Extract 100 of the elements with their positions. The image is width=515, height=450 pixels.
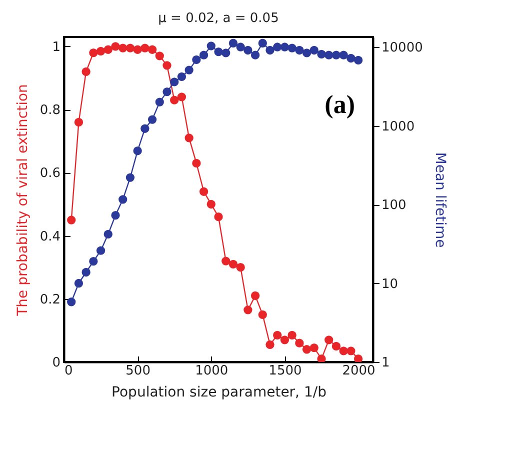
y2-tick-label: 10000 bbox=[382, 40, 423, 56]
point bbox=[280, 42, 290, 52]
x-tick-label: 0 bbox=[64, 364, 73, 378]
point bbox=[288, 330, 296, 340]
y-tick-label: 0.2 bbox=[40, 292, 60, 308]
y2-tick-label: 1 bbox=[382, 356, 390, 370]
point bbox=[228, 260, 238, 269]
point bbox=[214, 47, 223, 56]
point bbox=[310, 343, 318, 352]
point bbox=[67, 216, 76, 224]
point bbox=[332, 50, 341, 60]
point bbox=[118, 44, 128, 52]
point bbox=[126, 44, 135, 52]
point bbox=[288, 44, 296, 52]
y-tick-label: 0.6 bbox=[40, 166, 60, 182]
point bbox=[236, 42, 245, 52]
point bbox=[310, 46, 318, 55]
point bbox=[228, 38, 238, 48]
y-tick-label: 1 bbox=[52, 40, 60, 55]
point bbox=[280, 336, 290, 344]
point bbox=[302, 345, 312, 354]
point bbox=[74, 278, 84, 288]
x-tick-label: 1500 bbox=[268, 364, 302, 378]
point bbox=[192, 55, 201, 64]
point bbox=[346, 346, 356, 356]
point bbox=[104, 45, 112, 54]
point bbox=[199, 187, 208, 196]
x-tick-label: 2000 bbox=[342, 364, 376, 378]
x-tick-label: 500 bbox=[126, 364, 150, 378]
point bbox=[133, 45, 142, 54]
y-tick-label: 0.4 bbox=[40, 229, 60, 244]
y-axis-title: The probability of viral extinction bbox=[14, 84, 31, 317]
point bbox=[184, 66, 194, 74]
point bbox=[317, 50, 326, 59]
point bbox=[244, 306, 252, 314]
y2-tick-label: 100 bbox=[382, 198, 406, 214]
point bbox=[82, 67, 90, 76]
point bbox=[214, 212, 223, 222]
point bbox=[273, 330, 282, 340]
point bbox=[177, 72, 186, 81]
chart-title: μ = 0.02, a = 0.05 bbox=[158, 11, 279, 26]
point bbox=[339, 50, 348, 60]
point bbox=[266, 340, 274, 349]
point bbox=[177, 92, 186, 102]
point bbox=[199, 50, 208, 60]
point bbox=[104, 230, 112, 238]
point bbox=[170, 96, 179, 104]
point bbox=[155, 98, 164, 106]
point bbox=[148, 45, 157, 54]
point bbox=[89, 256, 98, 266]
point bbox=[222, 48, 230, 58]
x-tick-label: 1000 bbox=[195, 364, 228, 378]
point bbox=[126, 173, 135, 182]
point bbox=[206, 200, 216, 209]
point bbox=[140, 124, 150, 133]
point bbox=[332, 342, 341, 351]
point bbox=[148, 115, 157, 124]
point bbox=[82, 268, 90, 277]
point bbox=[140, 44, 150, 52]
point bbox=[302, 48, 312, 58]
point bbox=[170, 78, 179, 86]
point bbox=[222, 256, 230, 266]
point bbox=[273, 42, 282, 52]
point bbox=[111, 210, 120, 220]
point bbox=[89, 48, 98, 58]
point bbox=[184, 134, 194, 142]
point bbox=[295, 46, 304, 55]
point bbox=[244, 46, 252, 55]
point bbox=[118, 195, 128, 204]
point bbox=[346, 54, 356, 63]
point bbox=[258, 310, 267, 319]
annotation: (a) bbox=[324, 90, 355, 119]
point bbox=[162, 87, 172, 96]
point bbox=[266, 46, 274, 55]
point bbox=[192, 158, 201, 168]
y-tick-label: 0.8 bbox=[40, 103, 60, 118]
y2-tick-label: 10 bbox=[382, 276, 398, 292]
point bbox=[111, 42, 120, 51]
point bbox=[339, 346, 348, 356]
point bbox=[354, 56, 363, 65]
point bbox=[317, 354, 326, 362]
y2-tick-label: 1000 bbox=[382, 119, 415, 134]
point bbox=[162, 61, 172, 70]
point bbox=[67, 298, 76, 306]
point bbox=[206, 42, 216, 50]
point bbox=[236, 263, 245, 272]
point bbox=[133, 146, 142, 156]
point bbox=[295, 338, 304, 348]
point bbox=[250, 50, 260, 60]
y2-axis-title: Mean lifetime bbox=[432, 152, 448, 248]
point bbox=[155, 52, 164, 60]
point bbox=[250, 291, 260, 300]
point bbox=[74, 118, 84, 127]
point bbox=[354, 354, 363, 362]
x-axis-title: Population size parameter, 1/b bbox=[112, 384, 327, 400]
point bbox=[324, 50, 334, 60]
point bbox=[96, 46, 106, 56]
point bbox=[258, 38, 267, 48]
point bbox=[96, 246, 106, 255]
point bbox=[324, 336, 334, 344]
